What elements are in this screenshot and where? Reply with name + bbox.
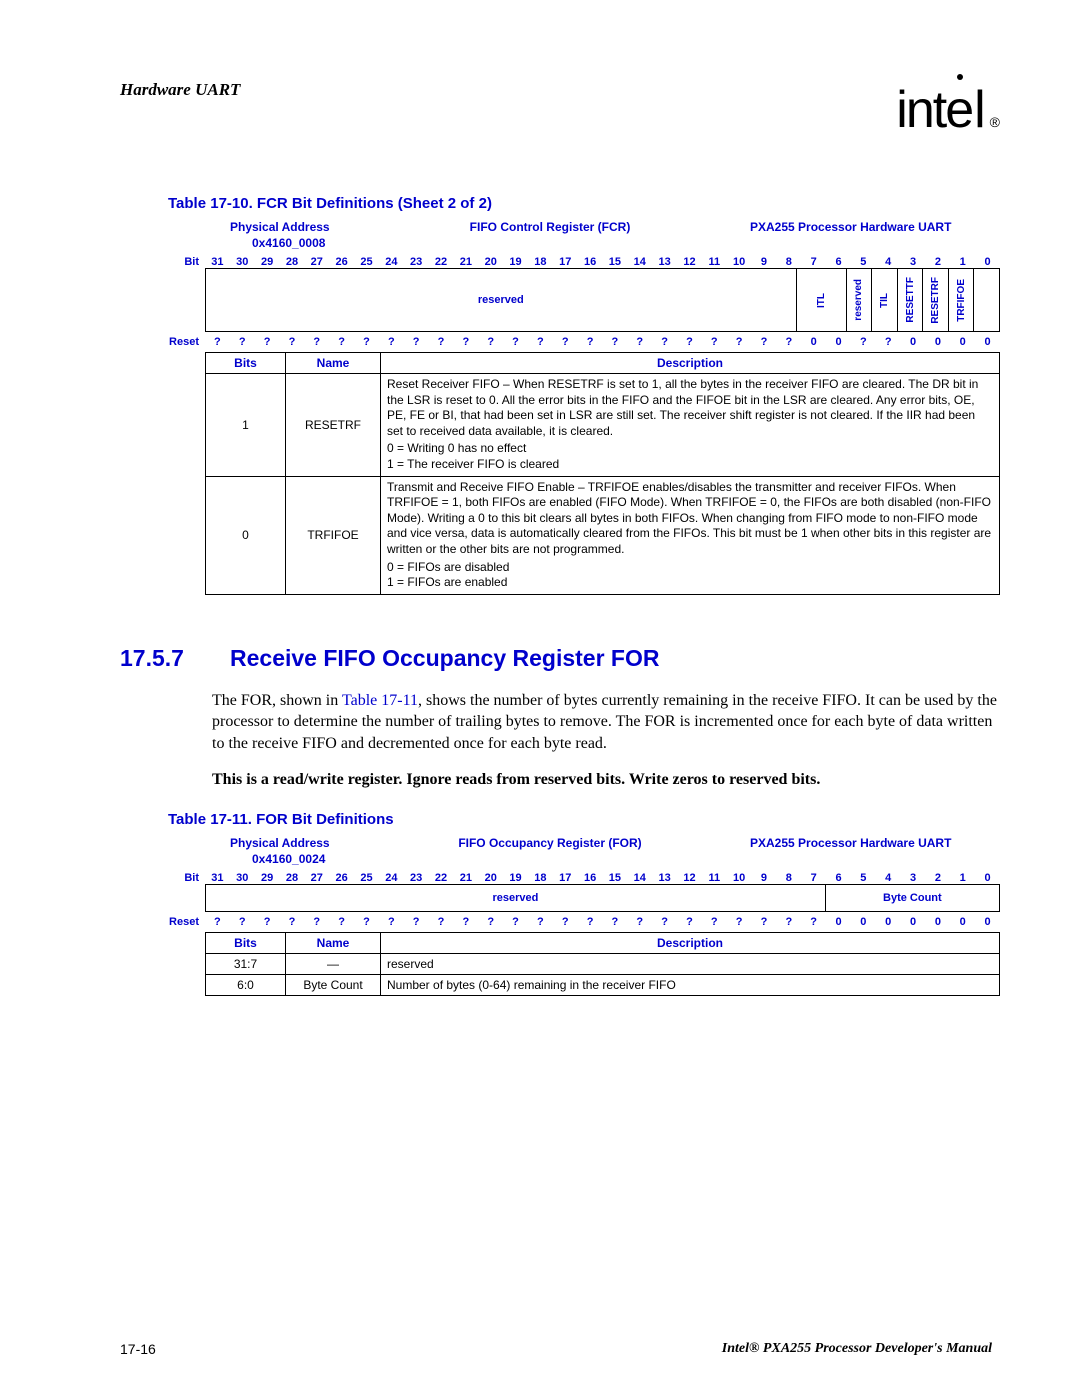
bit-number-row: Bit 313029282726252423222120191817161514…	[160, 872, 1000, 884]
page-header: Hardware UART intel®	[120, 80, 1000, 140]
field-resettf: RESETTF	[898, 269, 924, 331]
proc-name: PXA255 Processor Hardware UART	[740, 220, 1000, 234]
hdr-bits: Bits	[206, 932, 286, 953]
field-blank	[974, 269, 999, 331]
reg-name: FIFO Control Register (FCR)	[360, 220, 740, 234]
field-reserved: reserved	[206, 885, 826, 911]
field-bytecount: Byte Count	[826, 885, 999, 911]
table-row: 0 TRFIFOE Transmit and Receive FIFO Enab…	[206, 476, 1000, 594]
hdr-bits: Bits	[206, 353, 286, 374]
intel-logo: intel®	[896, 80, 1000, 140]
bit-field-row: reserved Byte Count	[160, 884, 1000, 912]
reset-row: Reset ????????????????????????00??0000	[160, 336, 1000, 348]
table2-title: Table 17-11. FOR Bit Definitions	[168, 811, 1000, 828]
table-row: 6:0 Byte Count Number of bytes (0-64) re…	[206, 974, 1000, 995]
field-reserved2: reserved	[847, 269, 873, 331]
hdr-name: Name	[286, 353, 381, 374]
bit-number-row: Bit 313029282726252423222120191817161514…	[160, 256, 1000, 268]
table-row: 31:7 — reserved	[206, 953, 1000, 974]
table1-register-block: Physical Address FIFO Control Register (…	[160, 220, 1000, 595]
table1-desc-table: Bits Name Description 1 RESETRF Reset Re…	[205, 352, 1000, 595]
section-para2: This is a read/write register. Ignore re…	[212, 771, 1000, 789]
field-resetrf: RESETRF	[923, 269, 949, 331]
page-footer: 17-16 Intel® PXA255 Processor Developer'…	[120, 1341, 992, 1357]
bit-field-row: reserved ITL reserved TIL RESETTF RESETR…	[160, 268, 1000, 332]
phys-addr: 0x4160_0024	[252, 852, 1000, 866]
table2-desc-table: Bits Name Description 31:7 — reserved 6:…	[205, 932, 1000, 996]
header-title: Hardware UART	[120, 80, 240, 100]
section-heading: 17.5.7 Receive FIFO Occupancy Register F…	[120, 645, 1000, 672]
page-number: 17-16	[120, 1341, 156, 1357]
table-row: 1 RESETRF Reset Receiver FIFO – When RES…	[206, 374, 1000, 477]
table-link[interactable]: Table 17-11	[342, 692, 418, 709]
hdr-desc: Description	[381, 353, 1000, 374]
hdr-desc: Description	[381, 932, 1000, 953]
field-itl: ITL	[797, 269, 847, 331]
section-para1: The FOR, shown in Table 17-11, shows the…	[212, 690, 1000, 755]
reg-name: FIFO Occupancy Register (FOR)	[360, 836, 740, 850]
proc-name: PXA255 Processor Hardware UART	[740, 836, 1000, 850]
phys-addr: 0x4160_0008	[252, 236, 1000, 250]
reset-row: Reset ?????????????????????????0000000	[160, 916, 1000, 928]
field-reserved: reserved	[206, 269, 797, 331]
phys-addr-label: Physical Address	[160, 836, 360, 850]
phys-addr-label: Physical Address	[160, 220, 360, 234]
hdr-name: Name	[286, 932, 381, 953]
table1-title: Table 17-10. FCR Bit Definitions (Sheet …	[168, 195, 1000, 212]
table2-register-block: Physical Address FIFO Occupancy Register…	[160, 836, 1000, 996]
footer-title: Intel® PXA255 Processor Developer's Manu…	[722, 1341, 992, 1357]
field-trfifoe: TRFIFOE	[949, 269, 975, 331]
field-til: TIL	[872, 269, 898, 331]
